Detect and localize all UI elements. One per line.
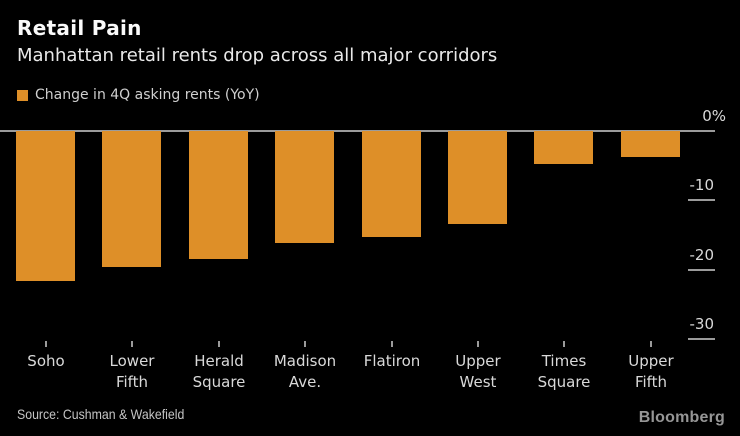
x-tick-upper-west	[477, 341, 479, 347]
x-tick-upper-fifth	[650, 341, 652, 347]
x-tick-lower-fifth	[131, 341, 133, 347]
y-tick-label-0: 0%	[702, 107, 726, 125]
x-label-upper-fifth: Upper Fifth	[628, 352, 674, 391]
legend-swatch-icon	[17, 89, 28, 101]
bar-flatiron	[362, 131, 421, 237]
x-tick-soho	[45, 341, 47, 347]
x-label-times-square: Times Square	[537, 352, 591, 391]
bloomberg-logo: Bloomberg	[638, 409, 725, 426]
page-title: Retail Pain	[17, 16, 142, 40]
y-tick-line-10	[688, 199, 715, 201]
x-label-lower-fifth: Lower Fifth	[109, 352, 155, 391]
bar-soho	[16, 131, 75, 281]
legend-label: Change in 4Q asking rents (YoY)	[35, 87, 260, 103]
source-credit: Source: Cushman & Wakefield	[17, 406, 185, 422]
bar-times-square	[534, 131, 593, 164]
x-label-upper-west: Upper West	[455, 352, 501, 391]
x-tick-herald-square	[218, 341, 220, 347]
y-tick-label-20: -20	[689, 246, 715, 264]
x-tick-flatiron	[391, 341, 393, 347]
page-subtitle: Manhattan retail rents drop across all m…	[17, 45, 498, 66]
x-label-flatiron: Flatiron	[363, 352, 421, 370]
bar-upper-west	[448, 131, 507, 224]
x-label-madison-ave: Madison Ave.	[273, 352, 337, 391]
y-tick-line-30	[688, 338, 715, 340]
y-tick-label-30: -30	[689, 315, 715, 333]
y-tick-label-10: -10	[689, 176, 715, 194]
x-label-herald-square: Herald Square	[192, 352, 246, 391]
y-axis-zero-line	[0, 130, 715, 132]
bar-lower-fifth	[102, 131, 161, 267]
bar-herald-square	[189, 131, 248, 259]
bar-upper-fifth	[621, 131, 680, 157]
x-tick-times-square	[563, 341, 565, 347]
x-tick-madison-ave	[304, 341, 306, 347]
x-label-soho: Soho	[27, 352, 65, 370]
legend: Change in 4Q asking rents (YoY)	[17, 87, 260, 103]
y-tick-line-20	[688, 269, 715, 271]
bar-madison-ave	[275, 131, 334, 243]
